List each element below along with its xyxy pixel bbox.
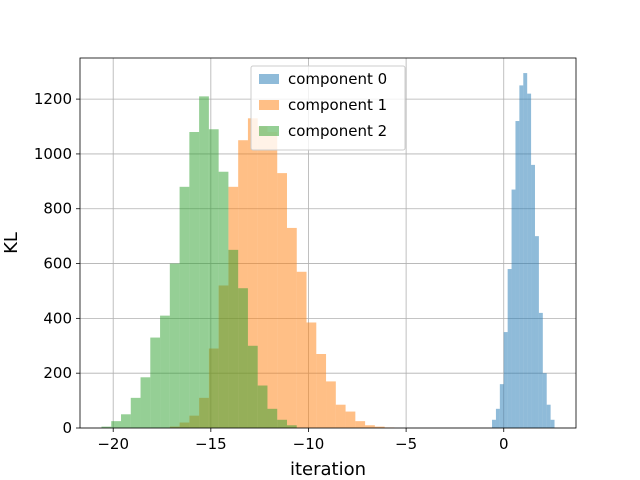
axis-ticks: −20 −15 −10 −5 0 0 200 400 600 800 1000 1200: [34, 90, 509, 453]
legend: component 0 component 1 component 2: [250, 65, 406, 151]
bar-s0-15: [550, 419, 555, 428]
bar-s1-15: [316, 354, 327, 428]
bar-s2-16: [257, 385, 268, 428]
bar-s2-11: [208, 129, 219, 428]
bar-s0-14: [546, 404, 551, 428]
legend-swatch-1: [259, 100, 279, 110]
y-axis-label: KL: [1, 232, 22, 254]
bar-s1-20: [365, 425, 375, 428]
bar-s1-14: [306, 322, 317, 428]
bar-s2-8: [179, 186, 190, 428]
bars: [101, 73, 555, 429]
bar-s2-14: [238, 288, 248, 428]
bar-s2-10: [199, 96, 209, 429]
x-tick-label-0: −20: [97, 435, 129, 453]
bar-s2-5: [150, 337, 161, 428]
series-0: [492, 73, 555, 429]
bar-s1-7: [238, 140, 248, 428]
y-tick-label-6: 1200: [34, 90, 72, 108]
bar-s2-9: [189, 132, 200, 428]
bar-s0-8: [523, 73, 528, 429]
y-tick-label-4: 800: [43, 200, 72, 218]
bar-s1-12: [286, 227, 297, 428]
y-tick-label-2: 400: [43, 309, 72, 327]
bar-s1-18: [345, 411, 356, 428]
plot-area-frame: [79, 57, 577, 429]
bar-s0-7: [519, 85, 524, 428]
bar-s2-4: [140, 377, 151, 428]
bar-s0-12: [538, 312, 543, 428]
bar-s2-6: [160, 315, 170, 428]
x-tick-label-4: 0: [499, 435, 509, 453]
bar-s1-17: [335, 404, 346, 428]
bar-s2-17: [267, 408, 278, 428]
bar-s0-10: [531, 164, 535, 428]
y-tick-label-0: 0: [62, 419, 72, 437]
bar-s1-11: [277, 173, 287, 428]
bar-s0-0: [492, 419, 496, 428]
bar-s0-1: [495, 408, 500, 428]
legend-label-0: component 0: [288, 70, 387, 88]
y-tick-label-5: 1000: [34, 145, 72, 163]
bar-s2-13: [228, 249, 239, 428]
bar-s0-9: [527, 93, 532, 428]
bar-s2-7: [169, 263, 180, 428]
bar-s1-9: [257, 126, 268, 428]
bar-s1-16: [326, 381, 336, 428]
x-tick-label-2: −10: [293, 435, 325, 453]
x-tick-label-3: −5: [395, 435, 417, 453]
legend-swatch-0: [259, 74, 279, 84]
bar-s2-2: [121, 414, 131, 428]
bar-s2-18: [277, 419, 287, 428]
bar-s0-11: [534, 236, 539, 428]
bar-s0-13: [542, 373, 547, 428]
bar-s1-19: [355, 421, 366, 428]
legend-label-2: component 2: [288, 122, 387, 140]
bar-s1-8: [247, 118, 258, 428]
x-axis-label: iteration: [290, 459, 366, 480]
bar-s0-4: [507, 269, 512, 428]
legend-swatch-2: [259, 126, 279, 136]
bar-s0-3: [503, 332, 508, 428]
bar-s0-2: [499, 384, 504, 428]
y-tick-label-3: 600: [43, 255, 72, 273]
x-tick-label-1: −15: [195, 435, 227, 453]
bar-s0-6: [515, 121, 520, 428]
bar-s2-15: [247, 345, 258, 428]
series-2: [101, 96, 297, 429]
bar-s2-19: [286, 425, 297, 428]
legend-label-1: component 1: [288, 96, 387, 114]
bar-s2-1: [111, 421, 122, 428]
bar-s2-3: [130, 397, 141, 428]
legend-box: [250, 65, 406, 151]
bar-s1-21: [374, 426, 385, 428]
bar-s1-13: [296, 271, 307, 428]
bar-s1-10: [267, 132, 278, 428]
y-tick-label-1: 200: [43, 364, 72, 382]
bar-s2-12: [218, 171, 229, 429]
bar-s0-5: [511, 189, 516, 428]
bar-s2-0: [101, 426, 112, 428]
